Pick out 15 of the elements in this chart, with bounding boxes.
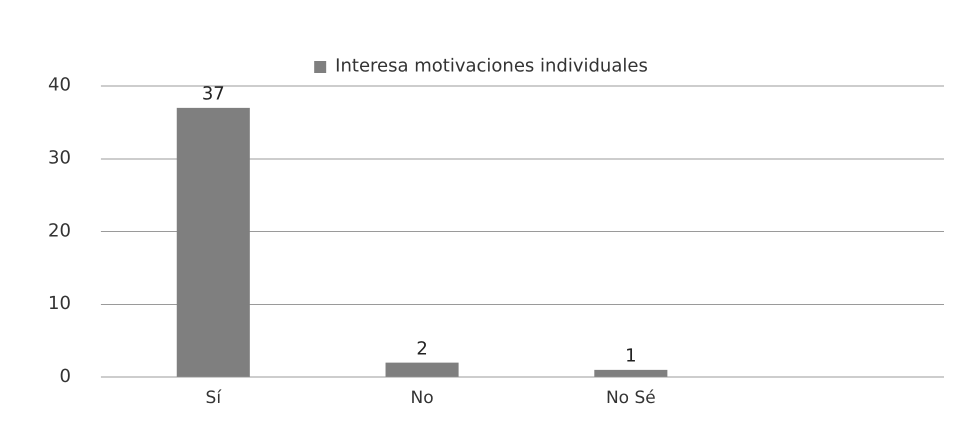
- data-label: 1: [625, 346, 637, 367]
- y-tick-label: 0: [59, 366, 71, 387]
- x-tick-label: No Sé: [606, 388, 656, 408]
- legend-label: Interesa motivaciones individuales: [335, 56, 648, 77]
- bar: [594, 370, 668, 377]
- y-tick-label: 30: [48, 147, 71, 168]
- data-label: 37: [202, 84, 225, 105]
- y-tick-label: 20: [48, 220, 71, 242]
- bar: [386, 362, 459, 377]
- data-label: 2: [416, 338, 428, 360]
- y-tick-label: 10: [48, 293, 71, 314]
- y-tick-label: 40: [48, 74, 71, 96]
- bar: [176, 108, 250, 377]
- x-tick-label: Sí: [206, 388, 222, 408]
- x-tick-label: No: [410, 388, 434, 408]
